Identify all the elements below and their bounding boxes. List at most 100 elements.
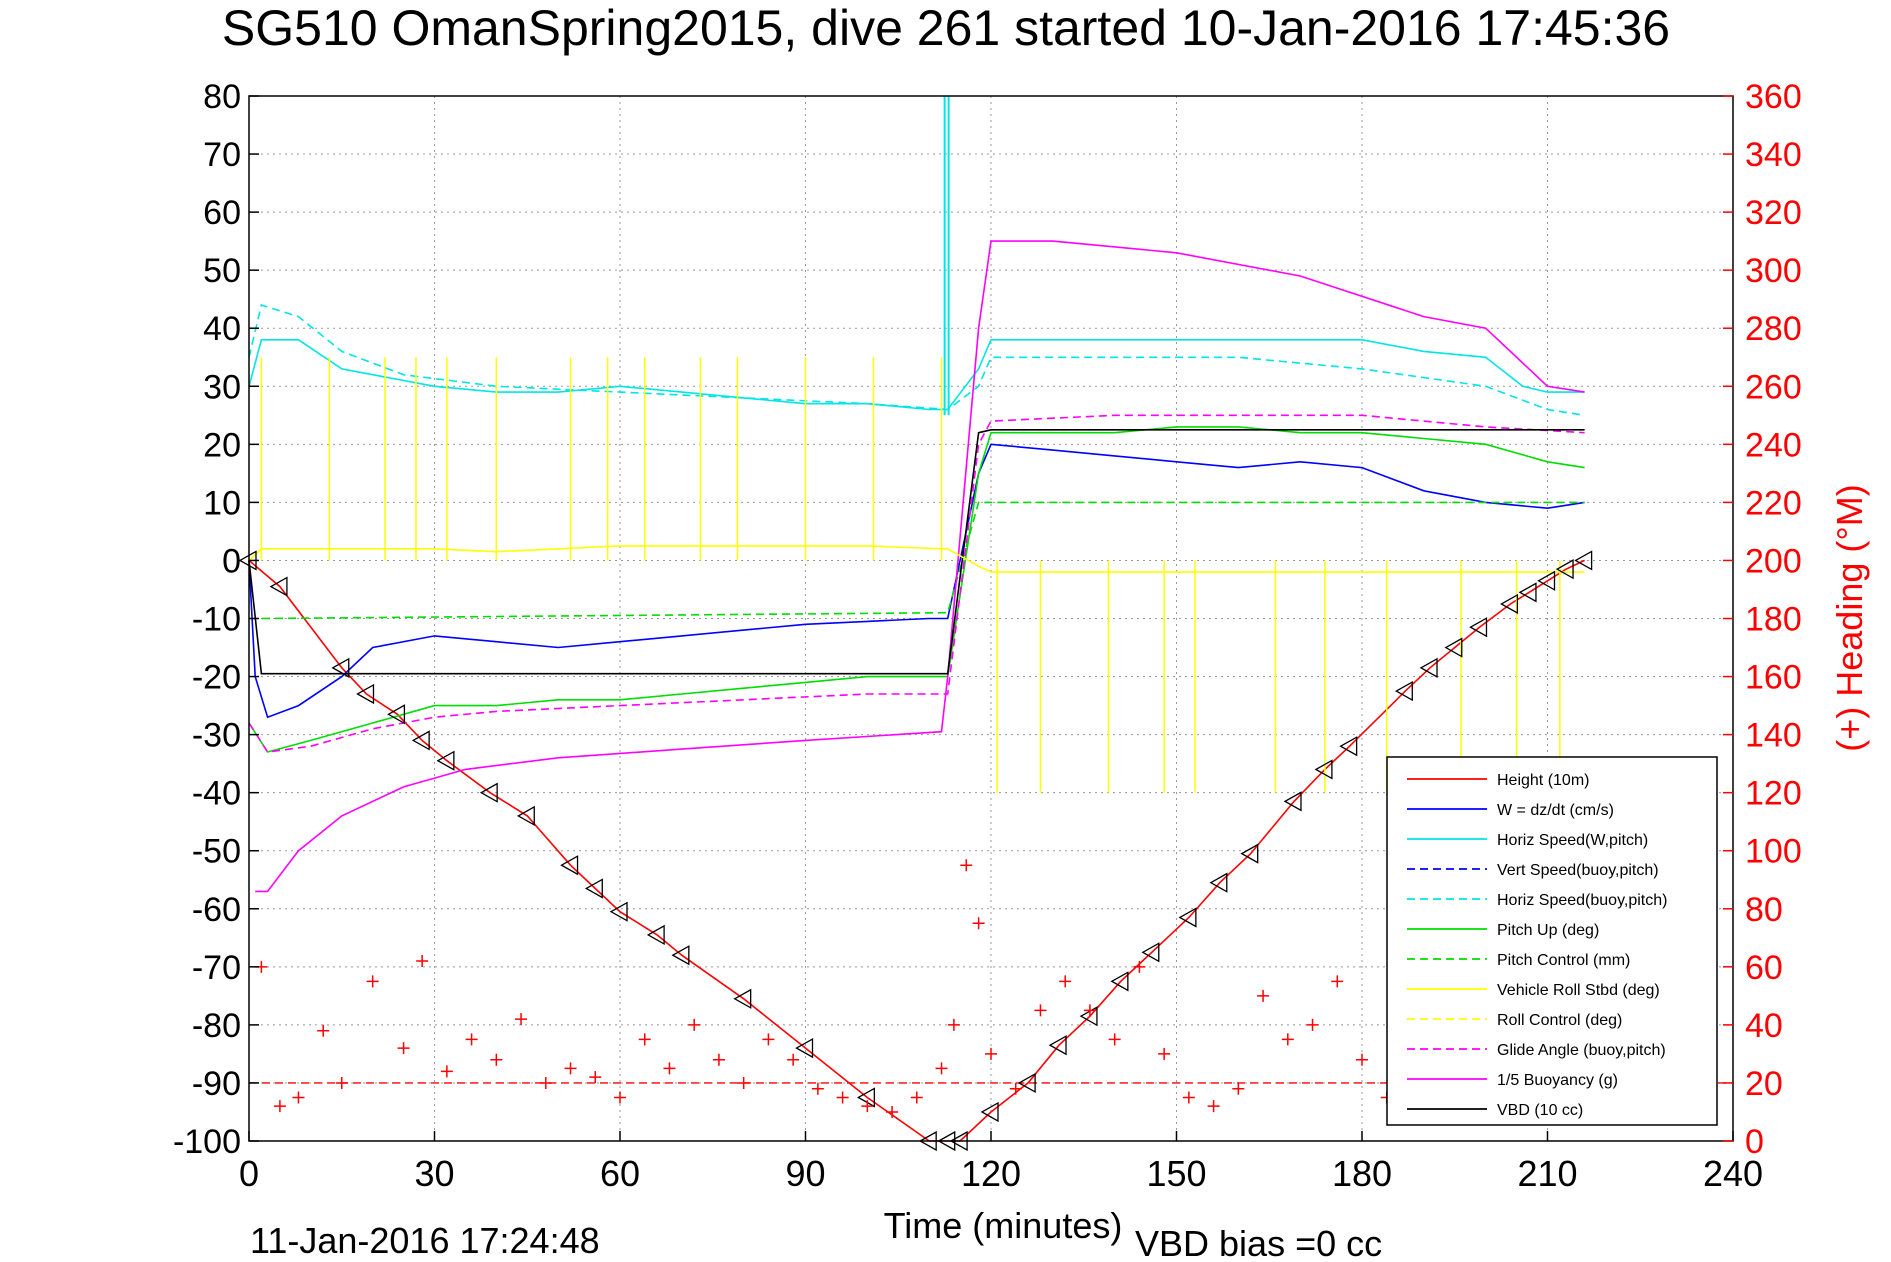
- height-markers: [238, 550, 1593, 1152]
- heading-point: [1034, 1004, 1047, 1017]
- footer-date: 11-Jan-2016 17:24:48: [250, 1220, 600, 1261]
- height-marker: [1240, 843, 1259, 864]
- y-tick-label: -20: [192, 659, 241, 697]
- y2-tick-label: 0: [1745, 1123, 1764, 1161]
- heading-points: [255, 859, 1566, 1118]
- heading-point: [1108, 1033, 1121, 1046]
- series-layer: [248, 96, 1733, 1142]
- height-marker: [1518, 582, 1537, 603]
- x-tick-label: 60: [600, 1153, 640, 1194]
- series-line: [248, 338, 1585, 411]
- legend-label: Horiz Speed(W,pitch): [1497, 832, 1648, 849]
- legend-label: Vert Speed(buoy,pitch): [1497, 862, 1659, 879]
- heading-point: [335, 1076, 348, 1089]
- height-marker: [1444, 637, 1463, 658]
- heading-point: [515, 1013, 528, 1026]
- series-line: [248, 428, 1585, 675]
- height-marker: [560, 855, 579, 876]
- heading-point: [712, 1053, 725, 1066]
- y-tick-label: -90: [192, 1065, 241, 1103]
- height-marker: [1500, 593, 1519, 615]
- y2-tick-label: 220: [1745, 484, 1802, 522]
- legend-label: Height (10m): [1497, 772, 1589, 789]
- series-line: [248, 443, 1585, 719]
- y2-tick-label: 300: [1745, 252, 1802, 290]
- heading-point: [440, 1065, 453, 1078]
- y-tick-label: 30: [203, 368, 241, 406]
- x-tick-label: 120: [961, 1153, 1021, 1194]
- height-marker: [479, 782, 498, 803]
- heading-point: [1009, 1082, 1022, 1095]
- height-marker: [411, 730, 430, 751]
- height-marker: [516, 805, 535, 827]
- heading-point: [663, 1062, 676, 1075]
- heading-point: [1306, 1018, 1319, 1031]
- y-tick-label: -50: [192, 833, 241, 871]
- series-line: [248, 545, 1585, 573]
- x-tick-label: 90: [785, 1153, 825, 1194]
- y-tick-label: 50: [203, 252, 241, 290]
- y2-tick-label: 320: [1745, 194, 1802, 232]
- heading-point: [638, 1033, 651, 1046]
- heading-point: [564, 1062, 577, 1075]
- height-marker: [1314, 759, 1333, 780]
- y-tick-label: 60: [203, 194, 241, 232]
- y-tick-label: 0: [222, 542, 241, 580]
- height-marker: [1141, 942, 1160, 963]
- legend-label: Roll Control (deg): [1497, 1012, 1622, 1029]
- x-axis-ticks: 0 30 60 90 120 150 180 210 240: [239, 1131, 1763, 1194]
- height-marker: [795, 1037, 814, 1059]
- height-marker: [436, 750, 455, 771]
- y-tick-label: 20: [203, 426, 241, 464]
- y-tick-label: 40: [203, 310, 241, 348]
- y-tick-label: -40: [192, 775, 241, 813]
- heading-point: [910, 1091, 923, 1104]
- y2-tick-label: 200: [1745, 542, 1802, 580]
- height-marker: [1555, 559, 1574, 580]
- heading-point: [811, 1082, 824, 1095]
- legend-label: VBD (10 cc): [1497, 1102, 1583, 1119]
- y2-tick-label: 100: [1745, 833, 1802, 871]
- heading-point: [1281, 1033, 1294, 1046]
- y2-axis-ticks: 3603403203002802602402202001801601401201…: [1723, 78, 1802, 1161]
- legend-box: [1386, 756, 1718, 1126]
- heading-point: [292, 1091, 305, 1104]
- height-marker: [1419, 657, 1438, 678]
- heading-point: [490, 1053, 503, 1066]
- y-tick-label: 80: [203, 78, 241, 116]
- y-axis-ticks: 80 70 60 50 40 30 20 10 0 -10 -20 -30 -40 -50 -60 -70 -8…: [173, 78, 259, 1161]
- height-marker: [1048, 1035, 1067, 1056]
- y2-tick-label: 120: [1745, 775, 1802, 813]
- legend-label: Pitch Up (deg): [1497, 922, 1599, 939]
- heading-point: [737, 1076, 750, 1089]
- y-tick-label: -10: [192, 601, 241, 639]
- legend-label: 1/5 Buoyancy (g): [1497, 1072, 1618, 1089]
- height-marker: [269, 576, 288, 597]
- heading-point: [960, 859, 973, 872]
- heading-point: [614, 1091, 626, 1104]
- y2-tick-label: 40: [1745, 1007, 1783, 1045]
- legend-label: W = dz/dt (cm/s): [1497, 802, 1614, 819]
- y2-tick-label: 260: [1745, 368, 1802, 406]
- height-marker: [584, 878, 603, 899]
- height-marker: [980, 1101, 999, 1123]
- y-tick-label: -100: [173, 1123, 241, 1161]
- heading-point: [1182, 1091, 1195, 1104]
- y2-tick-label: 160: [1745, 659, 1802, 697]
- heading-point: [1059, 975, 1072, 988]
- height-marker: [1469, 617, 1488, 638]
- y2-tick-label: 340: [1745, 136, 1802, 174]
- legend-label: Horiz Speed(buoy,pitch): [1497, 892, 1667, 909]
- height-marker: [1017, 1072, 1036, 1094]
- heading-point: [886, 1105, 899, 1118]
- heading-point: [416, 955, 429, 968]
- vbd-bias: VBD bias =0 cc: [1135, 1223, 1382, 1262]
- y-tick-label: -80: [192, 1007, 241, 1045]
- y2-tick-label: 240: [1745, 426, 1802, 464]
- heading-point: [787, 1053, 800, 1066]
- x-tick-label: 150: [1146, 1153, 1206, 1194]
- y-tick-label: -60: [192, 891, 241, 929]
- heading-point: [836, 1091, 849, 1104]
- y-tick-label: 10: [203, 484, 241, 522]
